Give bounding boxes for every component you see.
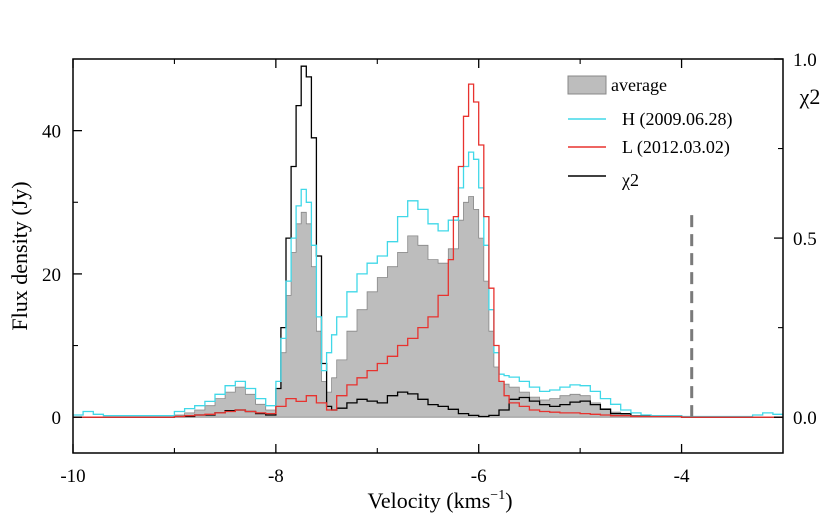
series-layer — [73, 65, 783, 418]
legend-label-l: L (2012.03.02) — [622, 137, 730, 158]
y-axis-title: Flux density (Jy) — [7, 181, 32, 330]
legend-label-average: average — [611, 75, 667, 95]
y-tick-label: 40 — [42, 122, 61, 143]
legend-entry-h: H (2009.06.28) — [568, 109, 733, 130]
legend-entry-chi2: χ2 — [568, 170, 639, 190]
y-tick-label: 0 — [52, 408, 62, 429]
legend-entry-l: L (2012.03.02) — [568, 137, 730, 158]
y2-tick-label: 0.0 — [793, 408, 817, 429]
legend: average H (2009.06.28) L (2012.03.02) χ2 — [567, 75, 733, 190]
x-tick-label: -4 — [674, 466, 690, 487]
y-tick-label: 20 — [42, 265, 61, 286]
legend-label-chi2: χ2 — [621, 170, 639, 190]
ticks-layer: -10 -8 -6 -4 0 20 40 0.0 0.5 1.0 — [42, 50, 817, 487]
y2-tick-label: 1.0 — [793, 50, 817, 71]
plot-frame — [72, 58, 784, 454]
x-tick-label: -10 — [60, 466, 85, 487]
y2-axis-title: χ2 — [799, 84, 821, 109]
x-tick-label: -8 — [268, 466, 284, 487]
legend-swatch-average — [567, 75, 607, 95]
x-axis-title: Velocity (kms−1) — [367, 488, 512, 513]
x-tick-label: -6 — [471, 466, 487, 487]
series-h-line — [73, 151, 783, 418]
series-l-line — [73, 83, 783, 418]
series-chi2-line — [73, 65, 783, 418]
y2-tick-label: 0.5 — [793, 229, 817, 250]
series-average-fill — [73, 196, 783, 418]
legend-label-h: H (2009.06.28) — [622, 109, 733, 130]
legend-entry-average: average — [567, 75, 667, 95]
